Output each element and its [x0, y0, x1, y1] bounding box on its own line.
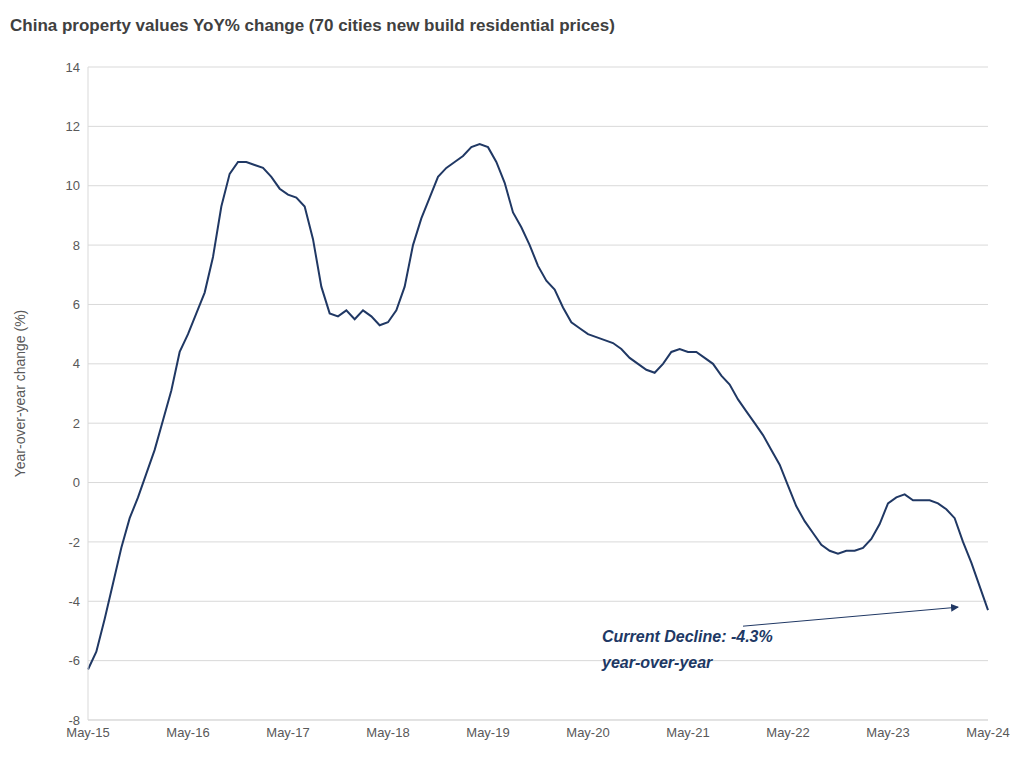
- svg-text:Year-over-year change (%): Year-over-year change (%): [12, 310, 28, 478]
- svg-text:Current Decline: -4.3%: Current Decline: -4.3%: [602, 628, 773, 645]
- svg-text:year-over-year: year-over-year: [601, 654, 713, 671]
- svg-text:May-20: May-20: [566, 725, 609, 740]
- svg-text:2: 2: [73, 416, 80, 431]
- svg-text:-2: -2: [68, 535, 80, 550]
- svg-text:10: 10: [66, 178, 80, 193]
- svg-text:12: 12: [66, 119, 80, 134]
- svg-text:May-22: May-22: [766, 725, 809, 740]
- svg-text:May-23: May-23: [866, 725, 909, 740]
- svg-text:May-15: May-15: [66, 725, 110, 741]
- svg-text:May-16: May-16: [166, 725, 209, 740]
- svg-text:May-17: May-17: [266, 725, 309, 740]
- svg-text:May-24: May-24: [966, 725, 1009, 740]
- svg-text:May-21: May-21: [666, 725, 709, 740]
- svg-text:-4: -4: [68, 594, 80, 609]
- svg-text:May-18: May-18: [366, 725, 409, 740]
- svg-text:8: 8: [73, 238, 80, 253]
- html-text:China property values YoY% cha: China property values YoY% change (70 ci…: [10, 16, 615, 35]
- svg-text:4: 4: [73, 356, 80, 371]
- svg-text:6: 6: [73, 297, 80, 312]
- svg-text:May-19: May-19: [466, 725, 509, 740]
- svg-text:0: 0: [73, 475, 80, 490]
- svg-text:-8: -8: [68, 713, 80, 728]
- svg-text:-6: -6: [68, 653, 80, 668]
- svg-text:14: 14: [66, 60, 80, 75]
